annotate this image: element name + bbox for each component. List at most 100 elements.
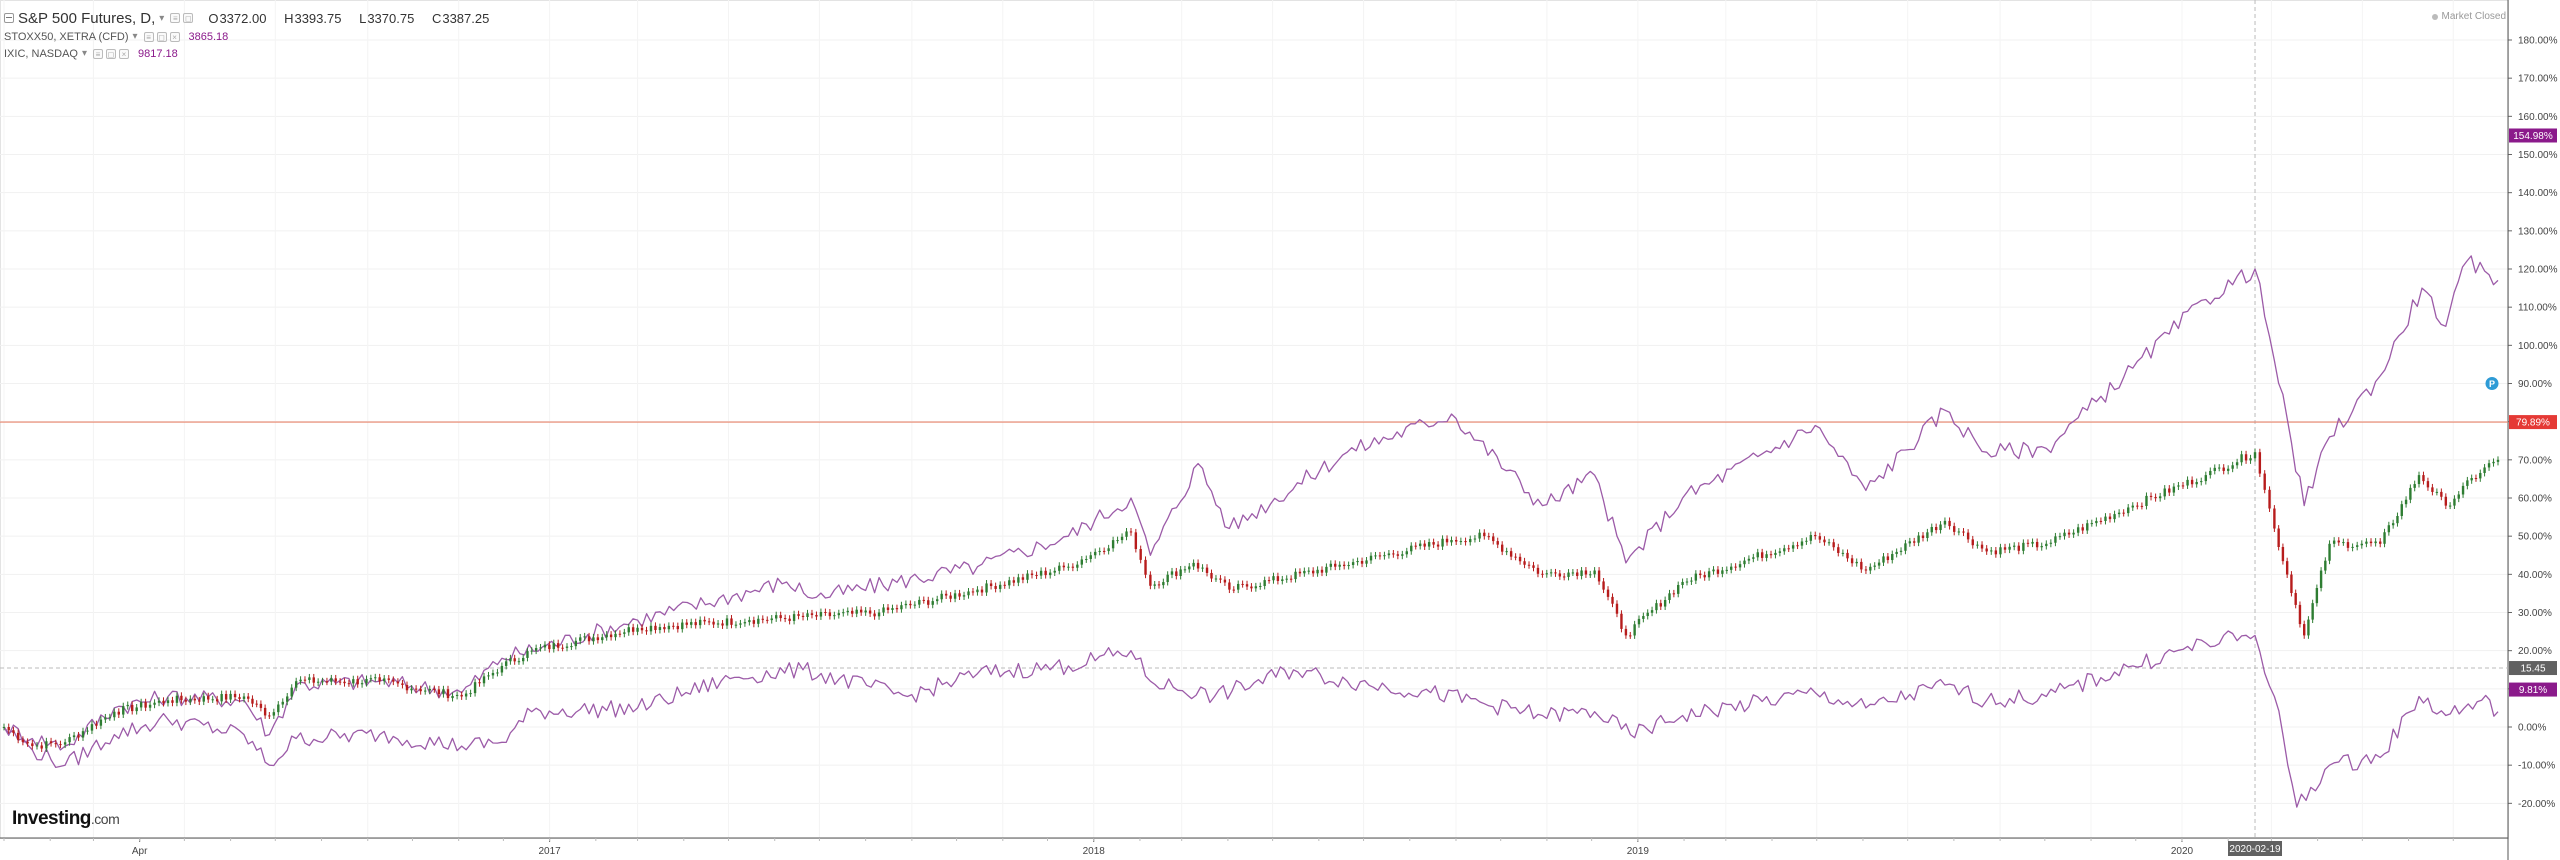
- candle-body: [122, 706, 125, 715]
- candle-body: [761, 618, 764, 620]
- candle-body: [369, 678, 373, 680]
- compare-symbol-stoxx[interactable]: STOXX50, XETRA (CFD): [4, 30, 129, 43]
- candle-body: [1423, 543, 1426, 547]
- candle-body: [410, 688, 413, 691]
- candle-body: [1285, 578, 1288, 580]
- candle-body: [1048, 572, 1052, 576]
- candle-body: [2104, 516, 2107, 521]
- candle-body: [967, 591, 970, 596]
- candle-body: [592, 637, 595, 642]
- candle-body: [855, 609, 858, 614]
- candle-body: [59, 744, 62, 746]
- candle-body: [1017, 577, 1020, 583]
- candle-body: [1445, 538, 1449, 543]
- p-marker-icon[interactable]: [2485, 377, 2499, 390]
- y-tick-label: 50.00%: [2518, 532, 2552, 543]
- ohlc-close-value: 3387.25: [442, 10, 490, 26]
- candle-body: [2072, 532, 2075, 535]
- candle-body: [220, 694, 223, 702]
- candle-body: [352, 679, 355, 684]
- candle-body: [1432, 542, 1435, 545]
- series-line-ixic-nasdaq[interactable]: [3, 255, 2499, 751]
- y-tick-label: 0.00%: [2518, 723, 2546, 734]
- collapse-legend-icon[interactable]: [4, 13, 14, 23]
- candle-body: [281, 701, 284, 705]
- candle-body: [2374, 541, 2377, 544]
- candle-body: [1338, 564, 1341, 567]
- candle-body: [1360, 560, 1364, 564]
- hide-icon[interactable]: ◻: [156, 31, 167, 42]
- chevron-down-icon[interactable]: ▾: [132, 31, 138, 42]
- candle-body: [1545, 573, 1548, 575]
- candle-body: [1201, 567, 1204, 569]
- candle-body: [2222, 467, 2225, 471]
- candle-body: [1320, 569, 1324, 573]
- candle-body: [2076, 527, 2080, 533]
- candle-body: [1532, 565, 1535, 568]
- candle-body: [321, 681, 324, 683]
- candle-body: [752, 620, 756, 624]
- candle-body: [2190, 479, 2194, 485]
- candle-body: [157, 700, 161, 703]
- candle-body: [31, 743, 34, 747]
- candle-body: [104, 717, 107, 720]
- candle-body: [2218, 467, 2221, 469]
- candle-body: [748, 620, 751, 623]
- candle-body: [1832, 542, 1835, 548]
- candle-body: [681, 622, 684, 630]
- ohlc-readout: O3372.00 H3393.75 L3370.75 C3387.25: [208, 11, 503, 26]
- candle-body: [153, 702, 156, 705]
- candle-body: [517, 661, 521, 663]
- candle-body: [113, 711, 116, 718]
- y-tick-label: 160.00%: [2518, 112, 2558, 123]
- candle-body: [1971, 539, 1974, 546]
- candle-body: [1085, 558, 1088, 560]
- settings-icon[interactable]: ≡: [170, 13, 181, 23]
- main-symbol-title[interactable]: S&P 500 Futures, D,: [18, 9, 156, 27]
- candle-body: [2253, 452, 2257, 459]
- hide-icon[interactable]: ◻: [106, 48, 116, 59]
- hide-icon[interactable]: ◻: [183, 13, 194, 23]
- plot-area[interactable]: [0, 0, 2509, 839]
- candle-body: [1725, 569, 1728, 571]
- candle-body: [1003, 584, 1006, 586]
- compare-symbol-ixic[interactable]: IXIC, NASDAQ: [4, 47, 78, 60]
- close-icon[interactable]: ×: [119, 48, 129, 59]
- settings-icon[interactable]: ≡: [93, 48, 103, 59]
- candle-body: [1957, 531, 1961, 533]
- series-line-stoxx50-xetra-cfd-[interactable]: [3, 630, 2499, 808]
- legend-compare-row-stoxx: STOXX50, XETRA (CFD) ▾ ≡ ◻ × 3865.18: [4, 28, 503, 45]
- candle-body: [473, 682, 477, 694]
- close-icon[interactable]: ×: [169, 31, 180, 42]
- chevron-down-icon[interactable]: ▾: [159, 12, 165, 24]
- candle-body: [1633, 624, 1636, 636]
- candle-body: [135, 707, 138, 712]
- candle-body: [2346, 542, 2350, 548]
- candle-body: [189, 698, 192, 702]
- y-tick-label: 70.00%: [2518, 455, 2552, 466]
- candle-body: [1374, 555, 1377, 557]
- axis-value-badge: [2509, 128, 2557, 143]
- candle-body: [1157, 584, 1161, 586]
- candle-body: [117, 711, 120, 715]
- candle-body: [1966, 532, 1970, 540]
- candle-body: [2240, 454, 2243, 463]
- candle-body: [676, 626, 680, 630]
- candle-body: [2017, 545, 2020, 551]
- candle-body: [837, 613, 841, 616]
- candle-body: [482, 676, 486, 684]
- candle-body: [162, 700, 165, 704]
- candle-body: [1021, 577, 1025, 580]
- candle-body: [1089, 555, 1092, 559]
- candle-body: [2379, 541, 2382, 544]
- ohlc-open-key: O: [208, 10, 219, 26]
- candle-body: [1469, 539, 1472, 543]
- candle-body: [1707, 571, 1711, 578]
- candle-body: [1281, 579, 1284, 581]
- candle-body: [144, 702, 147, 708]
- candle-body: [636, 627, 639, 632]
- chevron-down-icon[interactable]: ▾: [81, 48, 87, 59]
- candle-body: [1179, 569, 1182, 576]
- settings-icon[interactable]: ≡: [143, 31, 154, 42]
